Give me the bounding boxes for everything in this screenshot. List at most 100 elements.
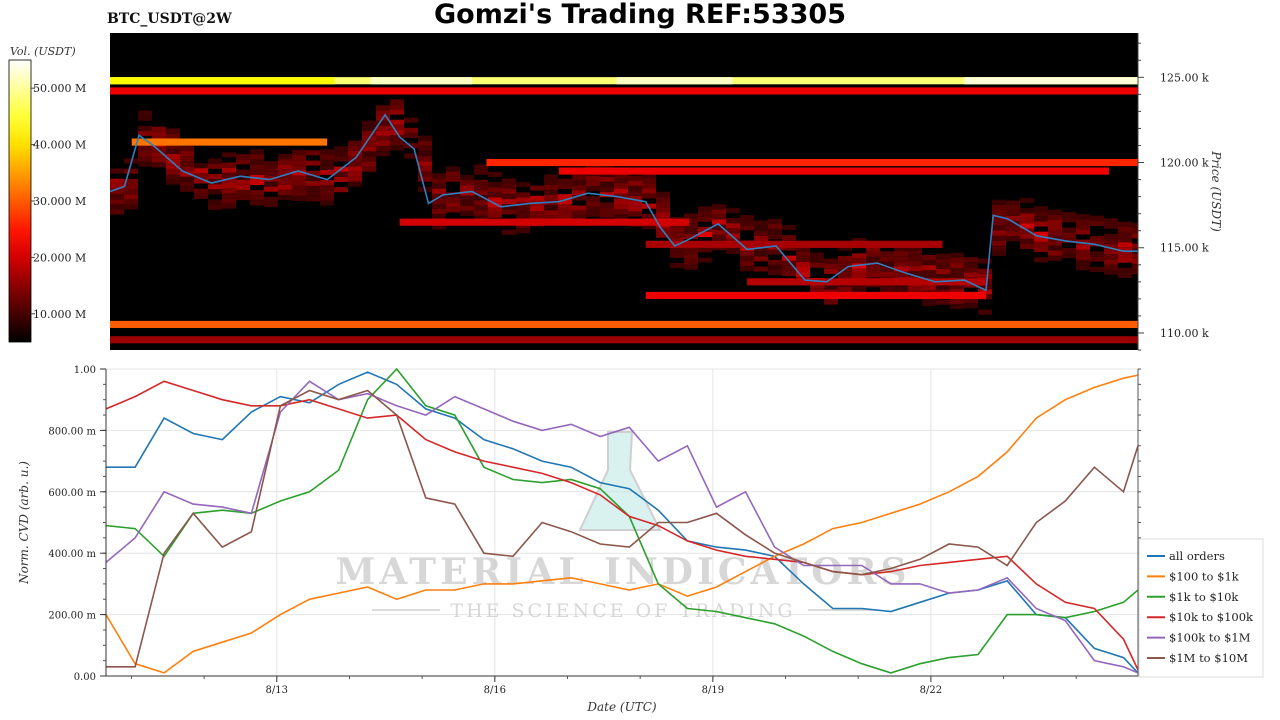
heatmap-cell (950, 303, 964, 310)
cvd-y-axis-label: Norm. CVD (arb. u.) (17, 461, 31, 585)
heatmap-cell (1006, 220, 1020, 227)
heatmap-cell (446, 171, 460, 177)
colorbar-tick-label: 10.000 M (33, 308, 86, 321)
heatmap-cell (684, 213, 698, 219)
heatmap-cell (166, 148, 180, 155)
heatmap-cell (292, 190, 306, 196)
heatmap-cell (964, 262, 978, 268)
heatmap-cell (306, 181, 320, 187)
heatmap-cell (194, 173, 208, 179)
heatmap-cell (502, 183, 516, 189)
heatmap-cell (222, 203, 236, 209)
heatmap-cell (488, 187, 502, 193)
heatmap-cell (600, 212, 614, 218)
heatmap-cell (628, 211, 642, 217)
heatmap-cell (264, 201, 278, 208)
heatmap-cell (1090, 215, 1104, 221)
heatmap-cell (390, 145, 404, 151)
heatmap-cell (320, 164, 334, 170)
heatmap-cell (628, 196, 642, 202)
heatmap-cell (320, 149, 334, 155)
heatmap-cell (432, 224, 446, 230)
legend-box (1138, 538, 1264, 678)
heatmap-cell (432, 193, 446, 199)
legend-label: $1M to $10M (1169, 651, 1248, 665)
heatmap-band (131, 138, 328, 146)
heatmap-cell (936, 274, 950, 280)
heatmap-cell (530, 211, 544, 217)
heatmap-cell (950, 268, 964, 274)
heatmap-cell (376, 135, 390, 141)
heatmap-cell (558, 183, 572, 189)
heatmap-cell (922, 285, 936, 291)
heatmap-cell (250, 179, 264, 185)
heatmap-cell (922, 270, 936, 276)
heatmap-cell (222, 183, 236, 189)
heatmap-cell (628, 185, 642, 191)
heatmap-cell (446, 207, 460, 213)
heatmap-cell (110, 183, 124, 189)
heatmap-cell (936, 299, 950, 305)
heatmap-cell (1034, 236, 1048, 242)
heatmap-cell (544, 205, 558, 211)
heatmap-cell (306, 196, 320, 202)
heatmap-cell (558, 178, 572, 184)
heatmap-cell (362, 120, 376, 126)
heatmap-cell (1062, 247, 1076, 254)
heatmap-cell (320, 195, 334, 201)
heatmap-band (558, 167, 1110, 175)
heatmap-cell (306, 160, 320, 166)
heatmap-cell (1104, 269, 1118, 275)
heatmap-cell (1048, 219, 1062, 226)
heatmap-band (645, 240, 943, 248)
heatmap-cell (502, 193, 516, 200)
heatmap-cell (530, 185, 544, 191)
heatmap-cell (684, 254, 698, 260)
symbol-label: BTC_USDT@2W (107, 11, 232, 27)
heatmap-cell (782, 224, 796, 231)
legend: all orders $100 to $1k $1k to $10k $10k to … (1138, 538, 1264, 678)
heatmap-cell (572, 195, 586, 201)
cvd-y-tick-label: 1.00 (74, 365, 96, 376)
heatmap-cell (796, 272, 810, 278)
watermark-subtitle: THE SCIENCE OF TRADING (450, 600, 795, 622)
heatmap-cell (992, 225, 1006, 231)
heatmap-cell (404, 153, 418, 159)
heatmap-cell (600, 207, 614, 213)
heatmap-cell (278, 169, 292, 175)
heatmap-cell (698, 231, 712, 238)
heatmap-cell (348, 161, 362, 167)
heatmap-cell (558, 204, 572, 210)
heatmap-cell (376, 120, 390, 126)
heatmap-cell (684, 223, 698, 229)
heatmap-cell (1020, 218, 1034, 224)
heatmap-cell (166, 154, 180, 160)
heatmap-cell (474, 169, 488, 175)
heatmap-cell (1104, 243, 1118, 250)
heatmap-cell (446, 197, 460, 203)
heatmap-cell (978, 273, 992, 279)
heatmap-cell (572, 205, 586, 211)
heatmap-cell (754, 256, 768, 262)
heatmap-cell (334, 146, 348, 152)
heatmap-cell (1118, 242, 1132, 248)
heatmap-cell (124, 183, 138, 190)
heatmap-cell (838, 271, 852, 277)
heatmap-cell (544, 210, 558, 216)
heatmap-band (964, 77, 1138, 85)
heatmap-cell (824, 284, 838, 290)
heatmap-cell (586, 186, 600, 192)
heatmap-cell (824, 268, 838, 274)
heatmap-cell (810, 283, 824, 289)
heatmap-cell (250, 200, 264, 206)
heatmap-cell (782, 255, 796, 261)
heatmap-cell (250, 164, 264, 170)
heatmap-cell (180, 176, 194, 182)
cvd-y-tick-label: 400.00 m (48, 549, 96, 560)
heatmap-cell (740, 266, 754, 272)
heatmap-cell (1034, 241, 1048, 248)
heatmap-cell (180, 156, 194, 162)
heatmap-cell (418, 171, 432, 177)
heatmap-cell (824, 258, 838, 264)
heatmap-cell (1062, 227, 1076, 233)
